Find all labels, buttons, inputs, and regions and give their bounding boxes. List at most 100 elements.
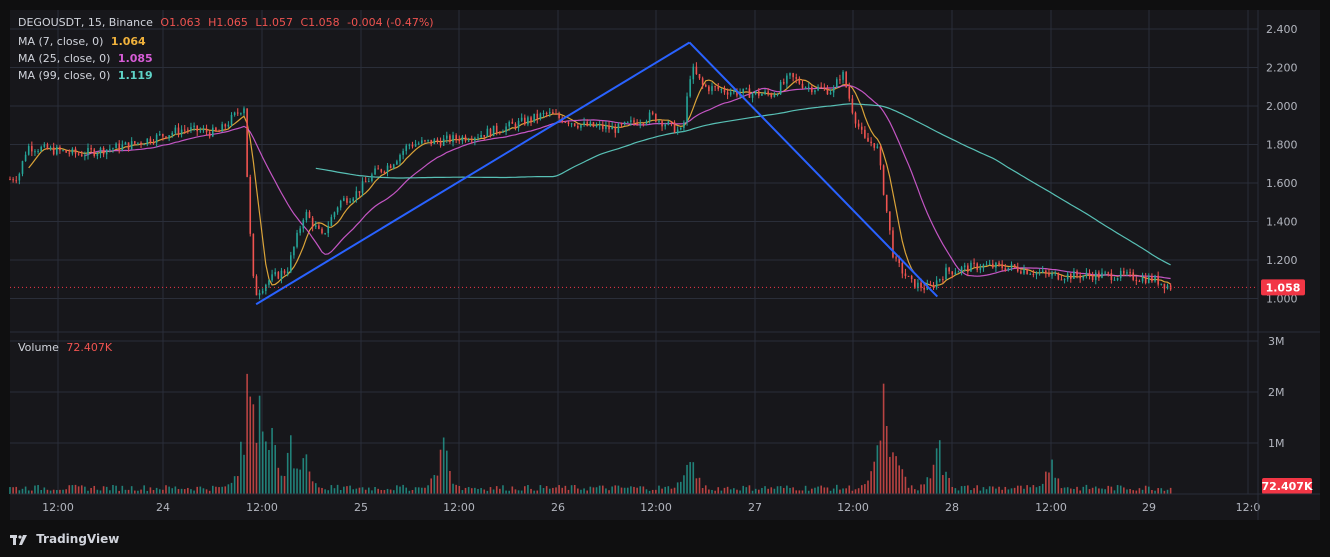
volume-bar (963, 485, 966, 494)
time-tick-label: 28 (945, 501, 959, 514)
candle-body (1098, 272, 1100, 278)
volume-bar (411, 490, 414, 494)
volume-bar (558, 485, 560, 494)
volume-bar (430, 478, 432, 494)
volume-bar (739, 490, 741, 494)
candle-body (876, 146, 879, 148)
volume-bar (533, 490, 535, 494)
candle-body (807, 86, 810, 88)
candle-body (870, 141, 872, 144)
candle-body (458, 139, 461, 142)
volume-bar (867, 480, 869, 494)
candle-body (570, 123, 573, 125)
volume-bar (1113, 490, 1116, 494)
candle-body (1085, 272, 1088, 276)
volume-bar (842, 488, 844, 494)
candle-body (196, 125, 198, 132)
candle-body (330, 217, 333, 226)
volume-bar (162, 489, 164, 494)
volume-bar (258, 395, 261, 494)
ma99-legend[interactable]: MA (99, close, 0) 1.119 (18, 69, 157, 82)
candle-body (820, 86, 822, 88)
time-tick-label: 29 (1142, 501, 1156, 514)
candle-body (673, 122, 676, 133)
volume-bar (361, 487, 364, 494)
candle-body (817, 86, 819, 91)
candle-body (190, 127, 192, 131)
ma25-legend[interactable]: MA (25, close, 0) 1.085 (18, 52, 157, 65)
volume-bar (1035, 487, 1038, 494)
volume-bar (290, 435, 292, 494)
volume-bar (74, 484, 77, 494)
volume-bar (261, 431, 264, 494)
volume-legend[interactable]: Volume 72.407K (18, 341, 116, 354)
volume-bar (1013, 487, 1016, 494)
ma99-value: 1.119 (117, 69, 153, 82)
candle-body (960, 267, 963, 272)
volume-bar (639, 486, 642, 494)
volume-bar (567, 489, 570, 494)
volume-bar (112, 485, 114, 494)
volume-bar (1094, 486, 1097, 494)
volume-bar (355, 488, 358, 494)
volume-bar (829, 490, 832, 494)
candle-body (754, 91, 757, 94)
candle-body (860, 126, 863, 130)
volume-bar (917, 490, 919, 494)
candle-body (93, 149, 96, 156)
volume-bar (1129, 489, 1131, 494)
volume-bar (539, 485, 542, 494)
volume-bar (255, 442, 258, 494)
volume-bar (1110, 486, 1113, 494)
volume-bar (907, 487, 910, 494)
candle-body (717, 86, 720, 90)
time-tick-label: 12:00 (42, 501, 74, 514)
volume-bar (364, 489, 367, 494)
footer-brand[interactable]: TradingView (10, 532, 119, 546)
candle-body (1107, 272, 1110, 274)
volume-bar (474, 487, 476, 494)
candle-body (998, 262, 1000, 265)
volume-bar (786, 485, 788, 494)
volume-bar (754, 488, 757, 494)
volume-bar (1126, 489, 1128, 494)
candle-body (230, 115, 233, 125)
candle-body (333, 212, 336, 218)
volume-bar (1060, 488, 1063, 494)
volume-bar (1073, 488, 1075, 494)
volume-bar (976, 485, 978, 494)
ma7-legend[interactable]: MA (7, close, 0) 1.064 (18, 35, 150, 48)
candle-body (530, 117, 532, 122)
candle-body (1041, 270, 1044, 273)
candle-body (804, 87, 807, 89)
volume-bar (954, 488, 957, 494)
volume-bar (1029, 487, 1032, 494)
volume-bar (901, 469, 904, 494)
candle-body (261, 290, 264, 294)
candle-body (595, 125, 598, 127)
volume-bar (455, 484, 457, 494)
last-volume-badge (1262, 478, 1312, 494)
volume-bar (736, 489, 738, 494)
volume-bar (1098, 488, 1100, 494)
candle-body (424, 140, 426, 142)
volume-bar (561, 487, 564, 494)
volume-bar (268, 450, 270, 494)
candle-body (545, 113, 548, 115)
ma-99-line (315, 103, 1171, 266)
volume-bar (224, 486, 227, 494)
ohlc-open: O1.063 (160, 16, 201, 29)
volume-bar (77, 486, 80, 494)
volume-bar (115, 485, 117, 494)
volume-bar (935, 448, 938, 494)
candle-body (286, 271, 289, 274)
candle-body (764, 91, 766, 94)
candle-body (224, 124, 227, 127)
candle-body (87, 148, 89, 156)
last-volume-label: 72.407K (1262, 480, 1313, 493)
volume-bar (305, 454, 308, 494)
volume-bar (839, 489, 841, 494)
ohlc-low: L1.057 (255, 16, 293, 29)
volume-bar (368, 487, 370, 494)
